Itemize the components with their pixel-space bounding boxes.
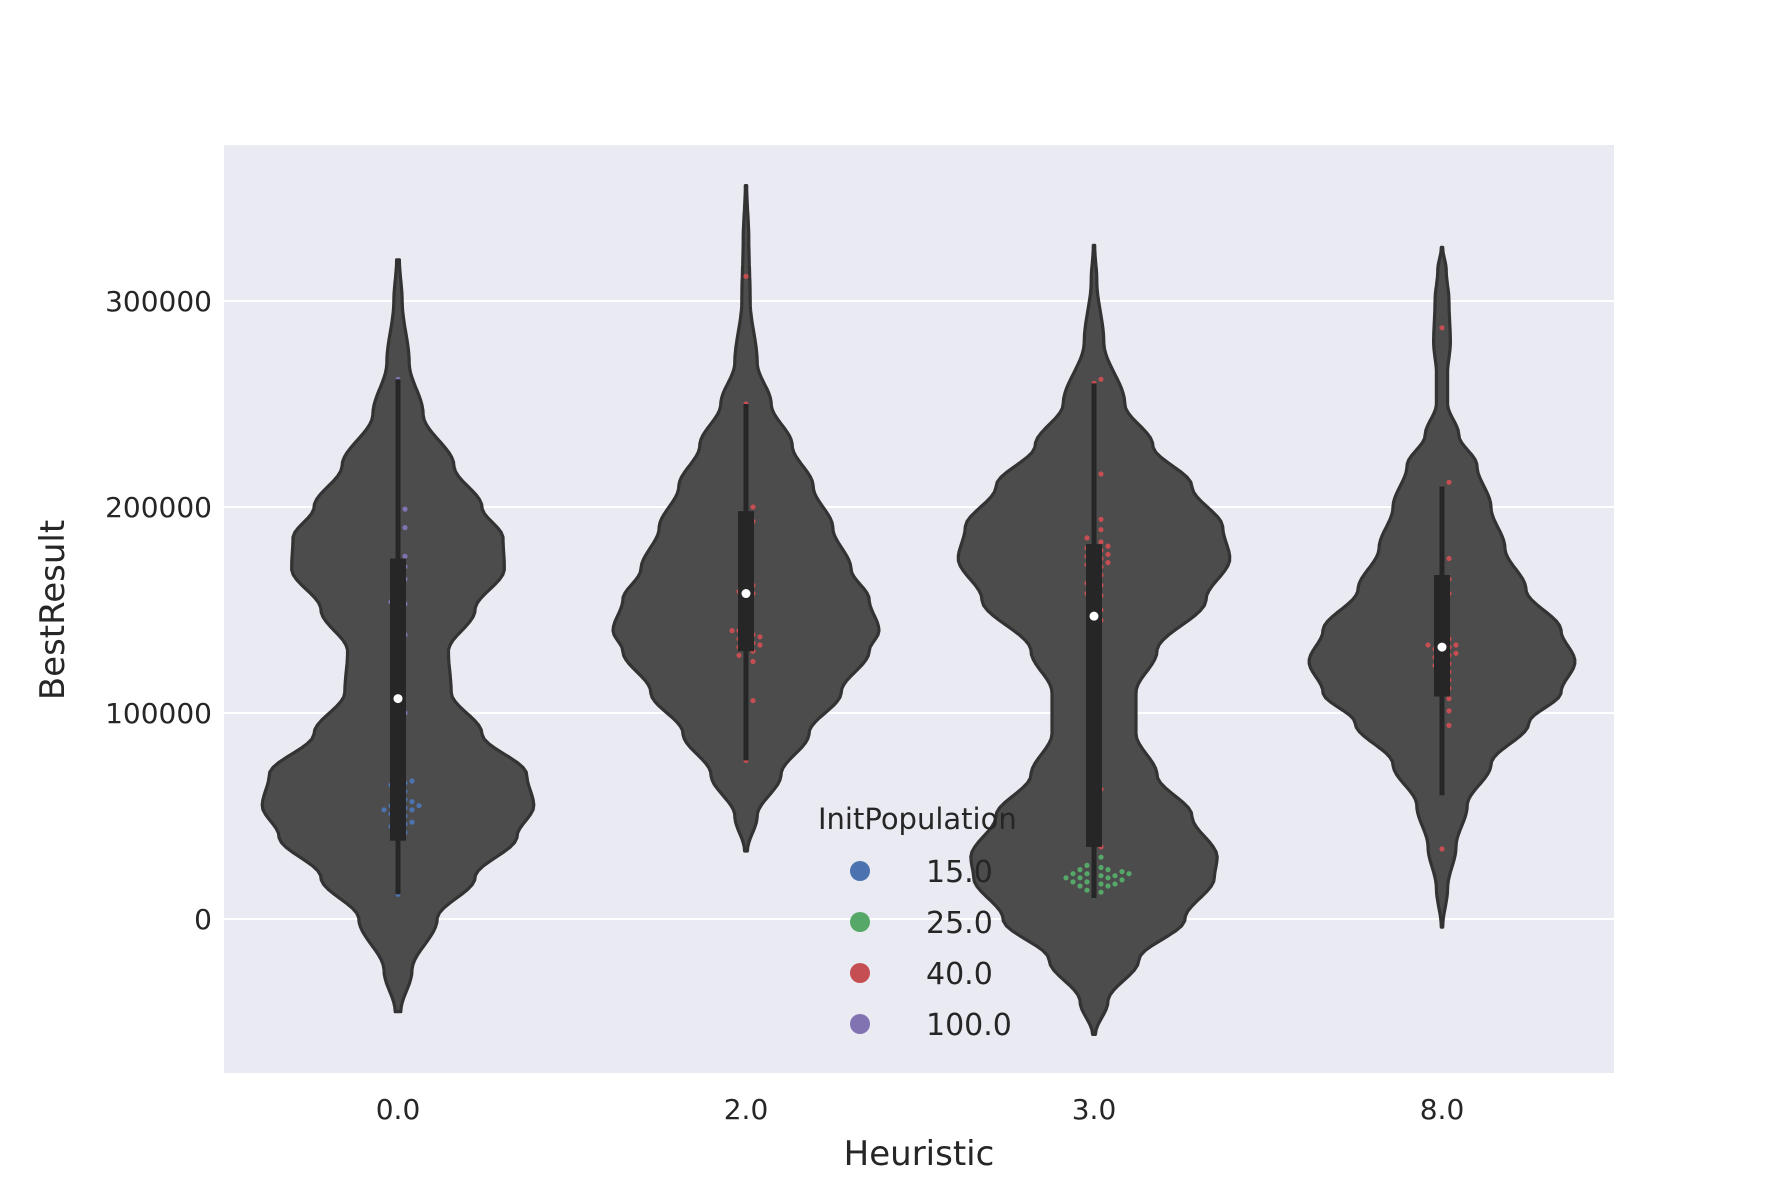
- swarm-point: [402, 506, 408, 512]
- swarm-point: [1098, 516, 1104, 523]
- swarm-point: [1063, 875, 1069, 881]
- swarm-point: [1084, 887, 1090, 893]
- legend-label: 100.0: [926, 1008, 1012, 1043]
- swarm-point: [1453, 650, 1459, 656]
- legend-title: InitPopulation: [818, 802, 1017, 836]
- legend-marker: [850, 963, 870, 983]
- swarm-point: [1112, 873, 1118, 879]
- swarm-point: [1112, 881, 1118, 887]
- swarm-point: [1098, 471, 1104, 477]
- swarm-point: [1070, 871, 1076, 877]
- legend-marker: [850, 1014, 870, 1034]
- inner-boxes: [390, 379, 1450, 899]
- y-tick-label: 100000: [105, 697, 212, 730]
- swarm-point: [1084, 535, 1090, 541]
- swarm-point: [1446, 708, 1452, 714]
- iqr-box: [738, 511, 754, 652]
- swarm-point: [1098, 889, 1104, 895]
- swarm-point: [1077, 883, 1083, 889]
- legend-marker: [850, 912, 870, 932]
- iqr-box: [1434, 574, 1450, 697]
- swarm-point: [1453, 642, 1459, 648]
- swarm-point: [1098, 881, 1104, 887]
- swarm-point: [1425, 642, 1431, 648]
- swarm-point: [409, 807, 415, 813]
- median-marker: [1437, 642, 1447, 652]
- swarm-point: [743, 273, 749, 279]
- y-axis-ticks: 0 100000 200000 300000: [105, 285, 212, 936]
- x-tick-label: 2.0: [724, 1093, 769, 1126]
- swarm-point: [750, 658, 756, 665]
- swarm-point: [1084, 871, 1090, 877]
- swarm-point: [1098, 854, 1104, 860]
- swarm-point: [1084, 879, 1090, 885]
- y-axis-label: BestResult: [33, 520, 73, 700]
- y-tick-label: 200000: [105, 491, 212, 524]
- swarm-point: [409, 819, 415, 825]
- swarm-point: [1098, 864, 1104, 871]
- legend-entries: 15.0 25.0 40.0 100.0: [850, 855, 1012, 1043]
- swarm-point: [1119, 869, 1125, 875]
- swarm-point: [1105, 875, 1111, 881]
- swarm-point: [1446, 722, 1452, 729]
- swarm-point: [1105, 867, 1111, 873]
- swarm-point: [1098, 873, 1104, 879]
- swarm-point: [381, 807, 387, 813]
- swarm-point: [1077, 875, 1083, 881]
- y-tick-label: 0: [194, 903, 212, 936]
- iqr-box: [1086, 544, 1102, 847]
- legend-label: 25.0: [926, 906, 993, 941]
- legend-label: 15.0: [926, 855, 993, 890]
- y-tick-label: 300000: [105, 285, 212, 318]
- swarm-point: [1105, 551, 1111, 558]
- swarm-point: [1084, 862, 1090, 869]
- swarm-point: [736, 652, 742, 658]
- x-axis-ticks: 0.0 2.0 3.0 8.0: [376, 1093, 1465, 1126]
- swarm-point: [1077, 867, 1083, 873]
- swarm-point: [1119, 877, 1125, 883]
- swarm-point: [1446, 555, 1452, 562]
- median-marker: [393, 694, 403, 704]
- swarm-point: [1098, 539, 1104, 545]
- swarm-point: [1439, 325, 1445, 331]
- swarm-point: [409, 799, 415, 805]
- swarm-point: [757, 642, 763, 648]
- swarm-point: [416, 803, 422, 809]
- swarm-point: [757, 634, 763, 640]
- x-tick-label: 8.0: [1420, 1093, 1465, 1126]
- legend-marker: [850, 861, 870, 881]
- swarm-point: [1105, 883, 1111, 889]
- x-tick-label: 0.0: [376, 1093, 421, 1126]
- x-axis-label: Heuristic: [844, 1134, 995, 1174]
- swarm-point: [409, 778, 415, 784]
- swarm-point: [750, 698, 756, 704]
- swarm-point: [1070, 879, 1076, 885]
- median-marker: [741, 589, 751, 599]
- swarm-point: [402, 553, 408, 560]
- swarm-point: [1098, 527, 1104, 533]
- legend-label: 40.0: [926, 957, 993, 992]
- x-tick-label: 3.0: [1072, 1093, 1117, 1126]
- median-marker: [1089, 611, 1099, 621]
- swarm-point: [750, 504, 756, 510]
- legend: InitPopulation 15.0 25.0 40.0 100.0: [818, 802, 1017, 1043]
- swarm-point: [1446, 696, 1452, 702]
- swarm-point: [402, 525, 408, 531]
- swarm-point: [1446, 479, 1452, 485]
- swarm-point: [1098, 376, 1104, 382]
- swarm-point: [1439, 846, 1445, 852]
- swarm-point: [1105, 560, 1111, 566]
- swarm-point: [729, 628, 735, 634]
- swarm-point: [1105, 543, 1111, 549]
- swarm-point: [1126, 871, 1132, 877]
